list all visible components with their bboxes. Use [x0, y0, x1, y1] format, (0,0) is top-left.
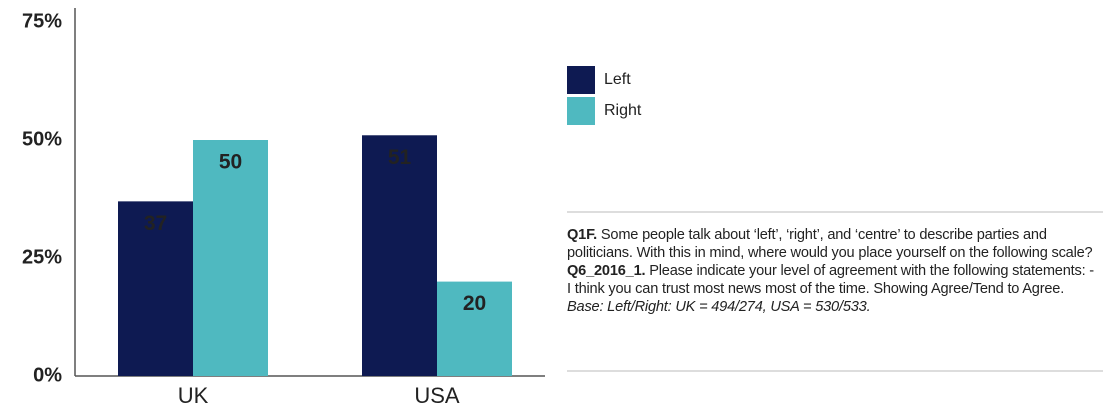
data-label: 51: [388, 146, 412, 169]
note-text: Base: Left/Right: UK = 494/274, USA = 53…: [567, 299, 871, 315]
bar: [118, 201, 193, 376]
legend-swatch: [567, 66, 595, 94]
x-tick-label: UK: [178, 383, 209, 408]
data-label: 50: [219, 151, 242, 174]
x-tick-label: USA: [414, 383, 460, 408]
legend-label: Left: [604, 71, 631, 88]
y-tick-label: 50%: [22, 128, 62, 150]
note: Q1F. Some people talk about ‘left’, ‘rig…: [567, 226, 1097, 316]
note-text: Some people talk about ‘left’, ‘right’, …: [567, 227, 1093, 261]
y-tick-label: 0%: [33, 364, 62, 386]
legend-label: Right: [604, 102, 642, 119]
y-tick-label: 25%: [22, 246, 62, 268]
note-text: Q6_2016_1.: [567, 263, 646, 279]
bar: [362, 135, 437, 376]
data-label: 37: [144, 212, 167, 235]
note-text: Q1F.: [567, 227, 598, 243]
bar: [193, 140, 268, 376]
y-tick-label: 75%: [22, 10, 62, 32]
note-text: Please indicate your level of agreement …: [567, 263, 1094, 297]
data-label: 20: [463, 292, 486, 315]
legend-swatch: [567, 97, 595, 125]
bar: [437, 281, 512, 376]
